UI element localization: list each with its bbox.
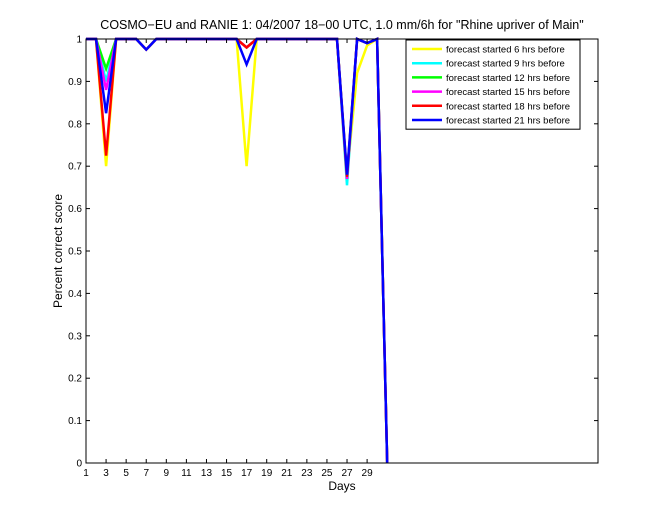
x-tick-label: 7: [143, 468, 149, 479]
legend-label-5: forecast started 21 hrs before: [446, 116, 570, 127]
x-tick-label: 11: [181, 468, 192, 479]
y-tick-label: 0.2: [68, 374, 82, 385]
legend-label-4: forecast started 18 hrs before: [446, 101, 570, 112]
x-tick-label: 5: [123, 468, 129, 479]
x-tick-label: 23: [301, 468, 313, 479]
x-tick-label: 25: [321, 468, 333, 479]
x-tick-label: 27: [341, 468, 353, 479]
x-tick-label: 29: [362, 468, 374, 479]
y-tick-label: 0.3: [68, 331, 82, 342]
legend-label-3: forecast started 15 hrs before: [446, 87, 570, 98]
y-tick-label: 0.4: [68, 289, 82, 300]
legend-label-0: forecast started 6 hrs before: [446, 45, 565, 56]
x-tick-label: 1: [83, 468, 89, 479]
x-axis-label: Days: [328, 479, 355, 493]
y-tick-label: 0: [76, 459, 82, 470]
legend-box: [405, 39, 581, 130]
x-tick-label: 15: [221, 468, 233, 479]
y-tick-label: 0.6: [68, 204, 82, 215]
chart-title: COSMO−EU and RANIE 1: 04/2007 18−00 UTC,…: [100, 18, 583, 32]
legend-label-1: forecast started 9 hrs before: [446, 59, 565, 70]
x-tick-label: 3: [103, 468, 109, 479]
legend: forecast started 6 hrs before forecast st…: [405, 39, 581, 130]
x-tick-label: 9: [164, 468, 170, 479]
y-tick-label: 0.1: [68, 416, 82, 427]
y-tick-label: 0.5: [68, 247, 82, 258]
x-tick-label: 19: [261, 468, 273, 479]
x-tick-label: 13: [201, 468, 213, 479]
y-tick-label: 0.7: [68, 162, 82, 173]
y-tick-label: 0.9: [68, 77, 82, 88]
axis-ticks: 1 3 5 7 9 11 13 15 17 19 21 23 25 27 2900.10.20.30.40.…: [68, 35, 598, 479]
y-tick-label: 0.8: [68, 119, 82, 130]
x-tick-label: 21: [281, 468, 293, 479]
y-tick-label: 1: [76, 35, 82, 46]
x-tick-label: 17: [241, 468, 253, 479]
legend-label-2: forecast started 12 hrs before: [446, 73, 570, 84]
y-axis-label: Percent correct score: [51, 194, 65, 308]
